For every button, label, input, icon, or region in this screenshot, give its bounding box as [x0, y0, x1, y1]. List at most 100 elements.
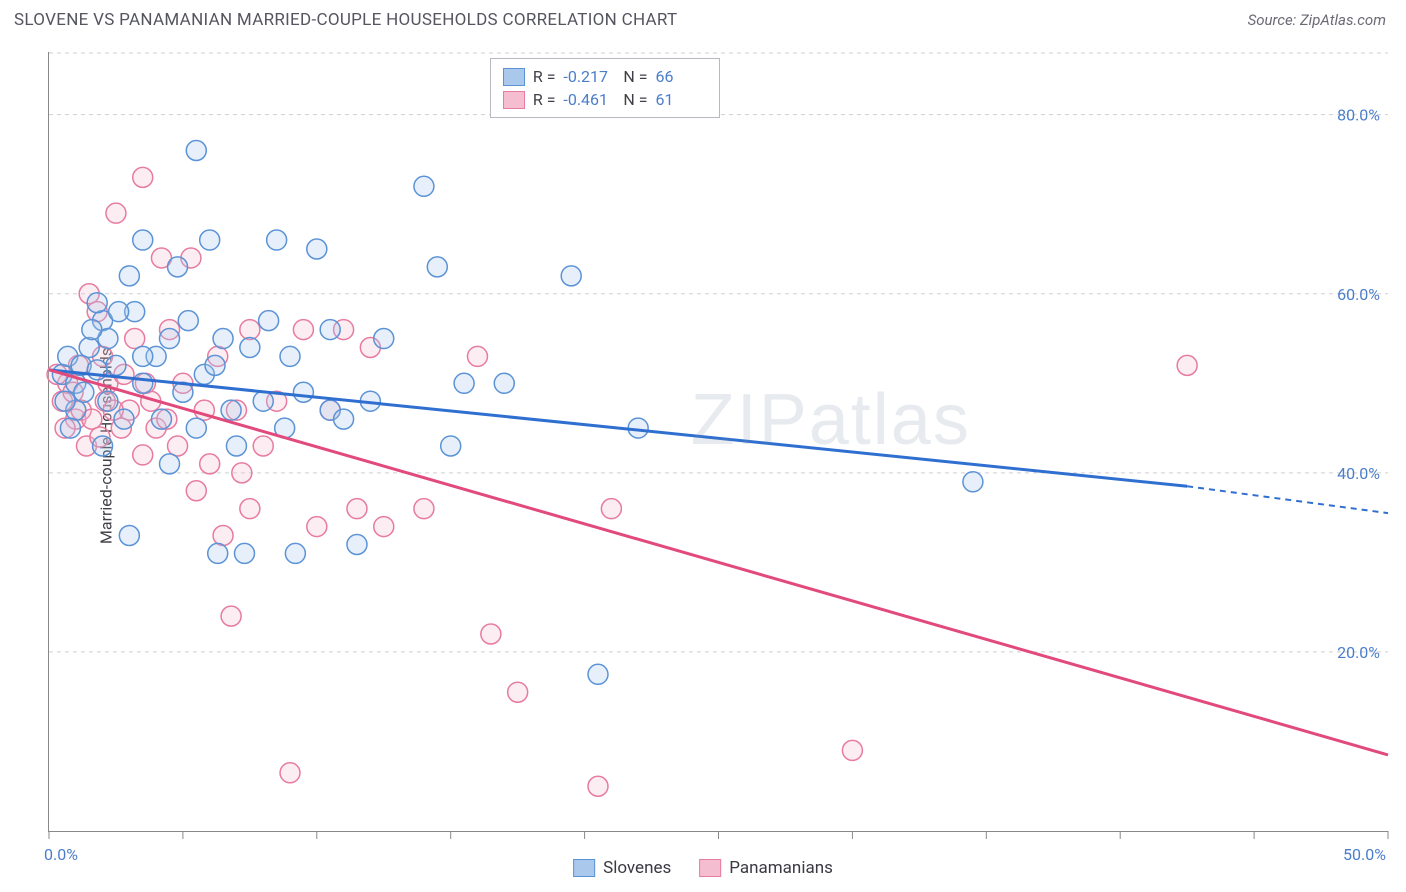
data-point — [213, 329, 233, 349]
data-point — [963, 472, 983, 492]
legend-swatch — [503, 68, 525, 86]
data-point — [119, 266, 139, 286]
data-point — [55, 391, 75, 411]
data-point — [168, 257, 188, 277]
data-point — [74, 382, 94, 402]
data-point — [374, 329, 394, 349]
chart-title: SLOVENE VS PANAMANIAN MARRIED-COUPLE HOU… — [14, 10, 677, 30]
data-point — [240, 337, 260, 357]
data-point — [414, 176, 434, 196]
data-point — [234, 543, 254, 563]
data-point — [253, 436, 273, 456]
data-point — [240, 499, 260, 519]
data-point — [82, 320, 102, 340]
data-point — [508, 682, 528, 702]
data-point — [307, 239, 327, 259]
data-point — [205, 355, 225, 375]
data-point — [347, 499, 367, 519]
legend-stats-text: R = -0.461 N = 61 — [533, 90, 708, 109]
data-point — [133, 230, 153, 250]
data-point — [87, 293, 107, 313]
data-point — [79, 337, 99, 357]
data-point — [186, 481, 206, 501]
legend-swatch — [503, 91, 525, 109]
x-tick-label: 0.0% — [44, 845, 78, 864]
legend-stats: R = -0.217 N = 66 R = -0.461 N = 61 — [490, 58, 721, 118]
legend-item: Slovenes — [573, 858, 671, 878]
data-point — [186, 418, 206, 438]
legend-stats-row: R = -0.217 N = 66 — [503, 65, 708, 88]
data-point — [160, 329, 180, 349]
data-point — [280, 346, 300, 366]
data-point — [186, 140, 206, 160]
data-point — [106, 355, 126, 375]
data-point — [133, 445, 153, 465]
data-point — [267, 230, 287, 250]
chart-svg: 20.0% 40.0% 60.0% 80.0% — [49, 52, 1388, 831]
data-point — [168, 436, 188, 456]
data-point — [240, 320, 260, 340]
trend-line-dashed — [1187, 486, 1388, 513]
legend-stats-text: R = -0.217 N = 66 — [533, 67, 708, 86]
data-point — [842, 740, 862, 760]
data-point — [125, 329, 145, 349]
data-point — [280, 763, 300, 783]
data-point — [109, 302, 129, 322]
data-point — [221, 606, 241, 626]
data-point — [232, 463, 252, 483]
data-point — [307, 517, 327, 537]
data-point — [133, 346, 153, 366]
legend-label: Slovenes — [603, 858, 671, 878]
data-point — [481, 624, 501, 644]
data-point — [133, 167, 153, 187]
data-point — [374, 517, 394, 537]
data-point — [106, 203, 126, 223]
data-point — [561, 266, 581, 286]
data-point — [588, 776, 608, 796]
data-point — [259, 311, 279, 331]
data-point — [98, 391, 118, 411]
x-tick-label: 50.0% — [1343, 845, 1386, 864]
data-point — [441, 436, 461, 456]
chart-source: Source: ZipAtlas.com — [1248, 11, 1386, 29]
data-point — [119, 526, 139, 546]
data-point — [213, 526, 233, 546]
data-point — [601, 499, 621, 519]
data-point — [160, 454, 180, 474]
y-tick-label: 20.0% — [1337, 643, 1380, 662]
data-point — [60, 418, 80, 438]
data-point — [320, 320, 340, 340]
data-point — [200, 454, 220, 474]
data-point — [454, 373, 474, 393]
data-point — [178, 311, 198, 331]
data-point — [93, 436, 113, 456]
data-point — [427, 257, 447, 277]
data-point — [285, 543, 305, 563]
data-point — [253, 391, 273, 411]
data-point — [1177, 355, 1197, 375]
y-tick-label: 60.0% — [1337, 285, 1380, 304]
data-point — [200, 230, 220, 250]
legend-item: Panamanians — [699, 858, 833, 878]
data-point — [114, 409, 134, 429]
data-point — [151, 409, 171, 429]
chart-header: SLOVENE VS PANAMANIAN MARRIED-COUPLE HOU… — [0, 0, 1406, 38]
data-point — [226, 436, 246, 456]
data-point — [494, 373, 514, 393]
data-point — [293, 320, 313, 340]
trend-line — [49, 370, 1187, 486]
data-point — [414, 499, 434, 519]
y-tick-label: 80.0% — [1337, 106, 1380, 125]
legend-swatch — [573, 859, 595, 877]
legend-bottom: Slovenes Panamanians — [573, 858, 833, 878]
data-point — [293, 382, 313, 402]
data-point — [467, 346, 487, 366]
legend-label: Panamanians — [729, 858, 833, 878]
legend-stats-row: R = -0.461 N = 61 — [503, 88, 708, 111]
data-point — [588, 664, 608, 684]
data-point — [133, 373, 153, 393]
chart-plot-area: 20.0% 40.0% 60.0% 80.0% — [48, 52, 1388, 832]
y-tick-label: 40.0% — [1337, 464, 1380, 483]
data-point — [208, 543, 228, 563]
data-point — [334, 409, 354, 429]
